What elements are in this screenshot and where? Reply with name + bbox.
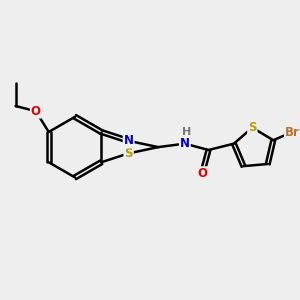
Text: S: S <box>124 147 133 160</box>
Text: O: O <box>197 167 207 180</box>
Text: H: H <box>182 127 191 136</box>
Text: O: O <box>31 105 41 118</box>
Text: N: N <box>124 134 134 147</box>
Text: N: N <box>180 137 190 150</box>
Text: S: S <box>248 121 256 134</box>
Text: Br: Br <box>285 126 300 139</box>
